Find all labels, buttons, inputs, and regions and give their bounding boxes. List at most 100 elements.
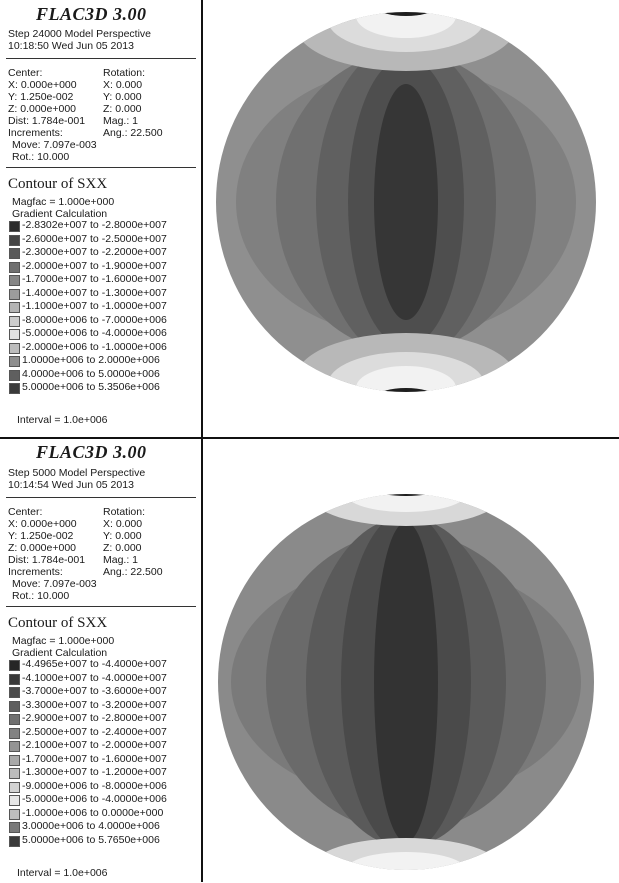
contour-range-label: -2.3000e+007 to -2.2000e+007 bbox=[22, 246, 167, 258]
contour-swatch bbox=[9, 741, 20, 752]
rot-value: Rot.: 10.000 bbox=[12, 151, 70, 163]
top-cap-light bbox=[346, 494, 466, 512]
dist-value: Dist: 1.784e-001 bbox=[8, 554, 86, 566]
contour-swatch bbox=[9, 700, 20, 712]
contour-range-label: -2.0000e+007 to -1.9000e+007 bbox=[22, 259, 167, 272]
contour-swatch bbox=[9, 835, 20, 847]
rotation-label: Rotation: bbox=[103, 67, 146, 79]
contour-range-label: -2.1000e+007 to -2.0000e+007 bbox=[22, 739, 167, 751]
horizontal-divider bbox=[0, 437, 619, 439]
contour-swatch bbox=[9, 687, 20, 698]
divider bbox=[6, 606, 196, 607]
contour-swatch bbox=[9, 302, 20, 313]
contour-swatch bbox=[9, 329, 20, 340]
legend-panel: FLAC3D 3.00 Step 5000 Model Perspective … bbox=[0, 440, 200, 882]
legend-panel: FLAC3D 3.00 Step 24000 Model Perspective… bbox=[0, 0, 200, 438]
magfac-value: Magfac = 1.000e+000 bbox=[12, 196, 115, 208]
divider bbox=[6, 497, 196, 498]
contour-range-label: -5.0000e+006 to -4.0000e+006 bbox=[22, 793, 167, 805]
contour-range-label: -2.0000e+006 to -1.0000e+006 bbox=[22, 340, 167, 353]
contour-swatch bbox=[9, 383, 20, 394]
contour-range-label: -4.4965e+007 to -4.4000e+007 bbox=[22, 658, 167, 670]
contour-range-label: -2.9000e+007 to -2.8000e+007 bbox=[22, 712, 167, 724]
contour-swatch bbox=[9, 315, 20, 327]
contour-swatch bbox=[9, 221, 20, 232]
contour-swatch bbox=[9, 795, 20, 806]
magfac-value: Magfac = 1.000e+000 bbox=[12, 635, 115, 647]
rotation-y: Y: 0.000 bbox=[103, 91, 142, 103]
contour-plot bbox=[210, 6, 610, 409]
contour-swatch bbox=[9, 356, 20, 367]
center-y: Y: 1.250e-002 bbox=[8, 530, 74, 542]
contour-range-label: -5.0000e+006 to -4.0000e+006 bbox=[22, 327, 167, 339]
contour-range-label: 5.0000e+006 to 5.3506e+006 bbox=[22, 381, 160, 393]
contour-range-label: -1.1000e+007 to -1.0000e+007 bbox=[22, 300, 167, 312]
ang-value: Ang.: 22.500 bbox=[103, 566, 163, 578]
contour-swatch bbox=[9, 369, 20, 381]
contour-range-label: 4.0000e+006 to 5.0000e+006 bbox=[22, 367, 160, 380]
ang-value: Ang.: 22.500 bbox=[103, 127, 163, 139]
contour-swatch bbox=[9, 248, 20, 259]
contour-swatch bbox=[9, 660, 20, 671]
panel-step-24000: FLAC3D 3.00 Step 24000 Model Perspective… bbox=[0, 0, 619, 438]
center-label: Center: bbox=[8, 67, 43, 79]
contour-range-label: 1.0000e+006 to 2.0000e+006 bbox=[22, 354, 160, 366]
rotation-y: Y: 0.000 bbox=[103, 530, 142, 542]
band-core bbox=[374, 522, 438, 842]
panel-step-5000: FLAC3D 3.00 Step 5000 Model Perspective … bbox=[0, 440, 619, 882]
vertical-divider bbox=[201, 0, 203, 882]
contour-range-label: -1.0000e+006 to 0.0000e+000 bbox=[22, 806, 164, 819]
app-title: FLAC3D 3.00 bbox=[36, 4, 147, 24]
contour-range-label: -1.7000e+007 to -1.6000e+007 bbox=[22, 752, 167, 765]
sxx-contour-svg bbox=[216, 12, 596, 392]
contour-plot bbox=[210, 492, 610, 883]
contour-swatch bbox=[9, 261, 20, 273]
app-title: FLAC3D 3.00 bbox=[36, 442, 147, 462]
step-line: Step 5000 Model Perspective bbox=[8, 467, 146, 479]
dist-value: Dist: 1.784e-001 bbox=[8, 115, 86, 127]
contour-swatch bbox=[9, 768, 20, 779]
time-line: 10:18:50 Wed Jun 05 2013 bbox=[8, 40, 134, 52]
divider bbox=[6, 167, 196, 168]
contour-swatch bbox=[9, 234, 20, 246]
interval-value: Interval = 1.0e+006 bbox=[17, 867, 108, 879]
contour-range-label: -3.3000e+007 to -3.2000e+007 bbox=[22, 698, 167, 711]
rotation-x: X: 0.000 bbox=[103, 518, 143, 530]
contour-swatch bbox=[9, 727, 20, 739]
center-z: Z: 0.000e+000 bbox=[8, 103, 77, 115]
contour-range-label: -2.5000e+007 to -2.4000e+007 bbox=[22, 725, 167, 738]
center-z: Z: 0.000e+000 bbox=[8, 542, 77, 554]
rotation-label: Rotation: bbox=[103, 506, 146, 518]
mag-value: Mag.: 1 bbox=[103, 554, 139, 566]
mag-value: Mag.: 1 bbox=[103, 115, 139, 127]
rotation-z: Z: 0.000 bbox=[103, 103, 142, 115]
gradient-label: Gradient Calculation bbox=[12, 647, 108, 659]
contour-range-label: -1.7000e+007 to -1.6000e+007 bbox=[22, 273, 167, 285]
move-value: Move: 7.097e-003 bbox=[12, 139, 97, 151]
center-label: Center: bbox=[8, 506, 43, 518]
contour-range-label: 3.0000e+006 to 4.0000e+006 bbox=[22, 820, 160, 832]
contour-swatch bbox=[9, 781, 20, 793]
contour-swatch bbox=[9, 822, 20, 833]
bottom-cap-dark bbox=[378, 388, 434, 392]
contour-title: Contour of SXX bbox=[8, 176, 108, 192]
contour-range-label: -2.6000e+007 to -2.5000e+007 bbox=[22, 232, 167, 245]
contour-swatch bbox=[9, 714, 20, 725]
contour-swatch bbox=[9, 288, 20, 300]
divider bbox=[6, 58, 196, 59]
gradient-label: Gradient Calculation bbox=[12, 208, 108, 220]
contour-swatch bbox=[9, 808, 20, 820]
center-x: X: 0.000e+000 bbox=[8, 518, 77, 530]
contour-range-label: -9.0000e+006 to -8.0000e+006 bbox=[22, 779, 167, 792]
rot-value: Rot.: 10.000 bbox=[12, 590, 70, 602]
band-core bbox=[374, 84, 438, 320]
contour-range-label: -1.3000e+007 to -1.2000e+007 bbox=[22, 766, 167, 778]
bottom-cap-dark bbox=[376, 870, 436, 878]
contour-swatch bbox=[9, 275, 20, 286]
contour-range-label: -3.7000e+007 to -3.6000e+007 bbox=[22, 685, 167, 697]
increments-label: Increments: bbox=[8, 127, 63, 139]
center-y: Y: 1.250e-002 bbox=[8, 91, 74, 103]
contour-swatch bbox=[9, 754, 20, 766]
step-line: Step 24000 Model Perspective bbox=[8, 28, 152, 40]
contour-range-label: -4.1000e+007 to -4.0000e+007 bbox=[22, 671, 167, 684]
